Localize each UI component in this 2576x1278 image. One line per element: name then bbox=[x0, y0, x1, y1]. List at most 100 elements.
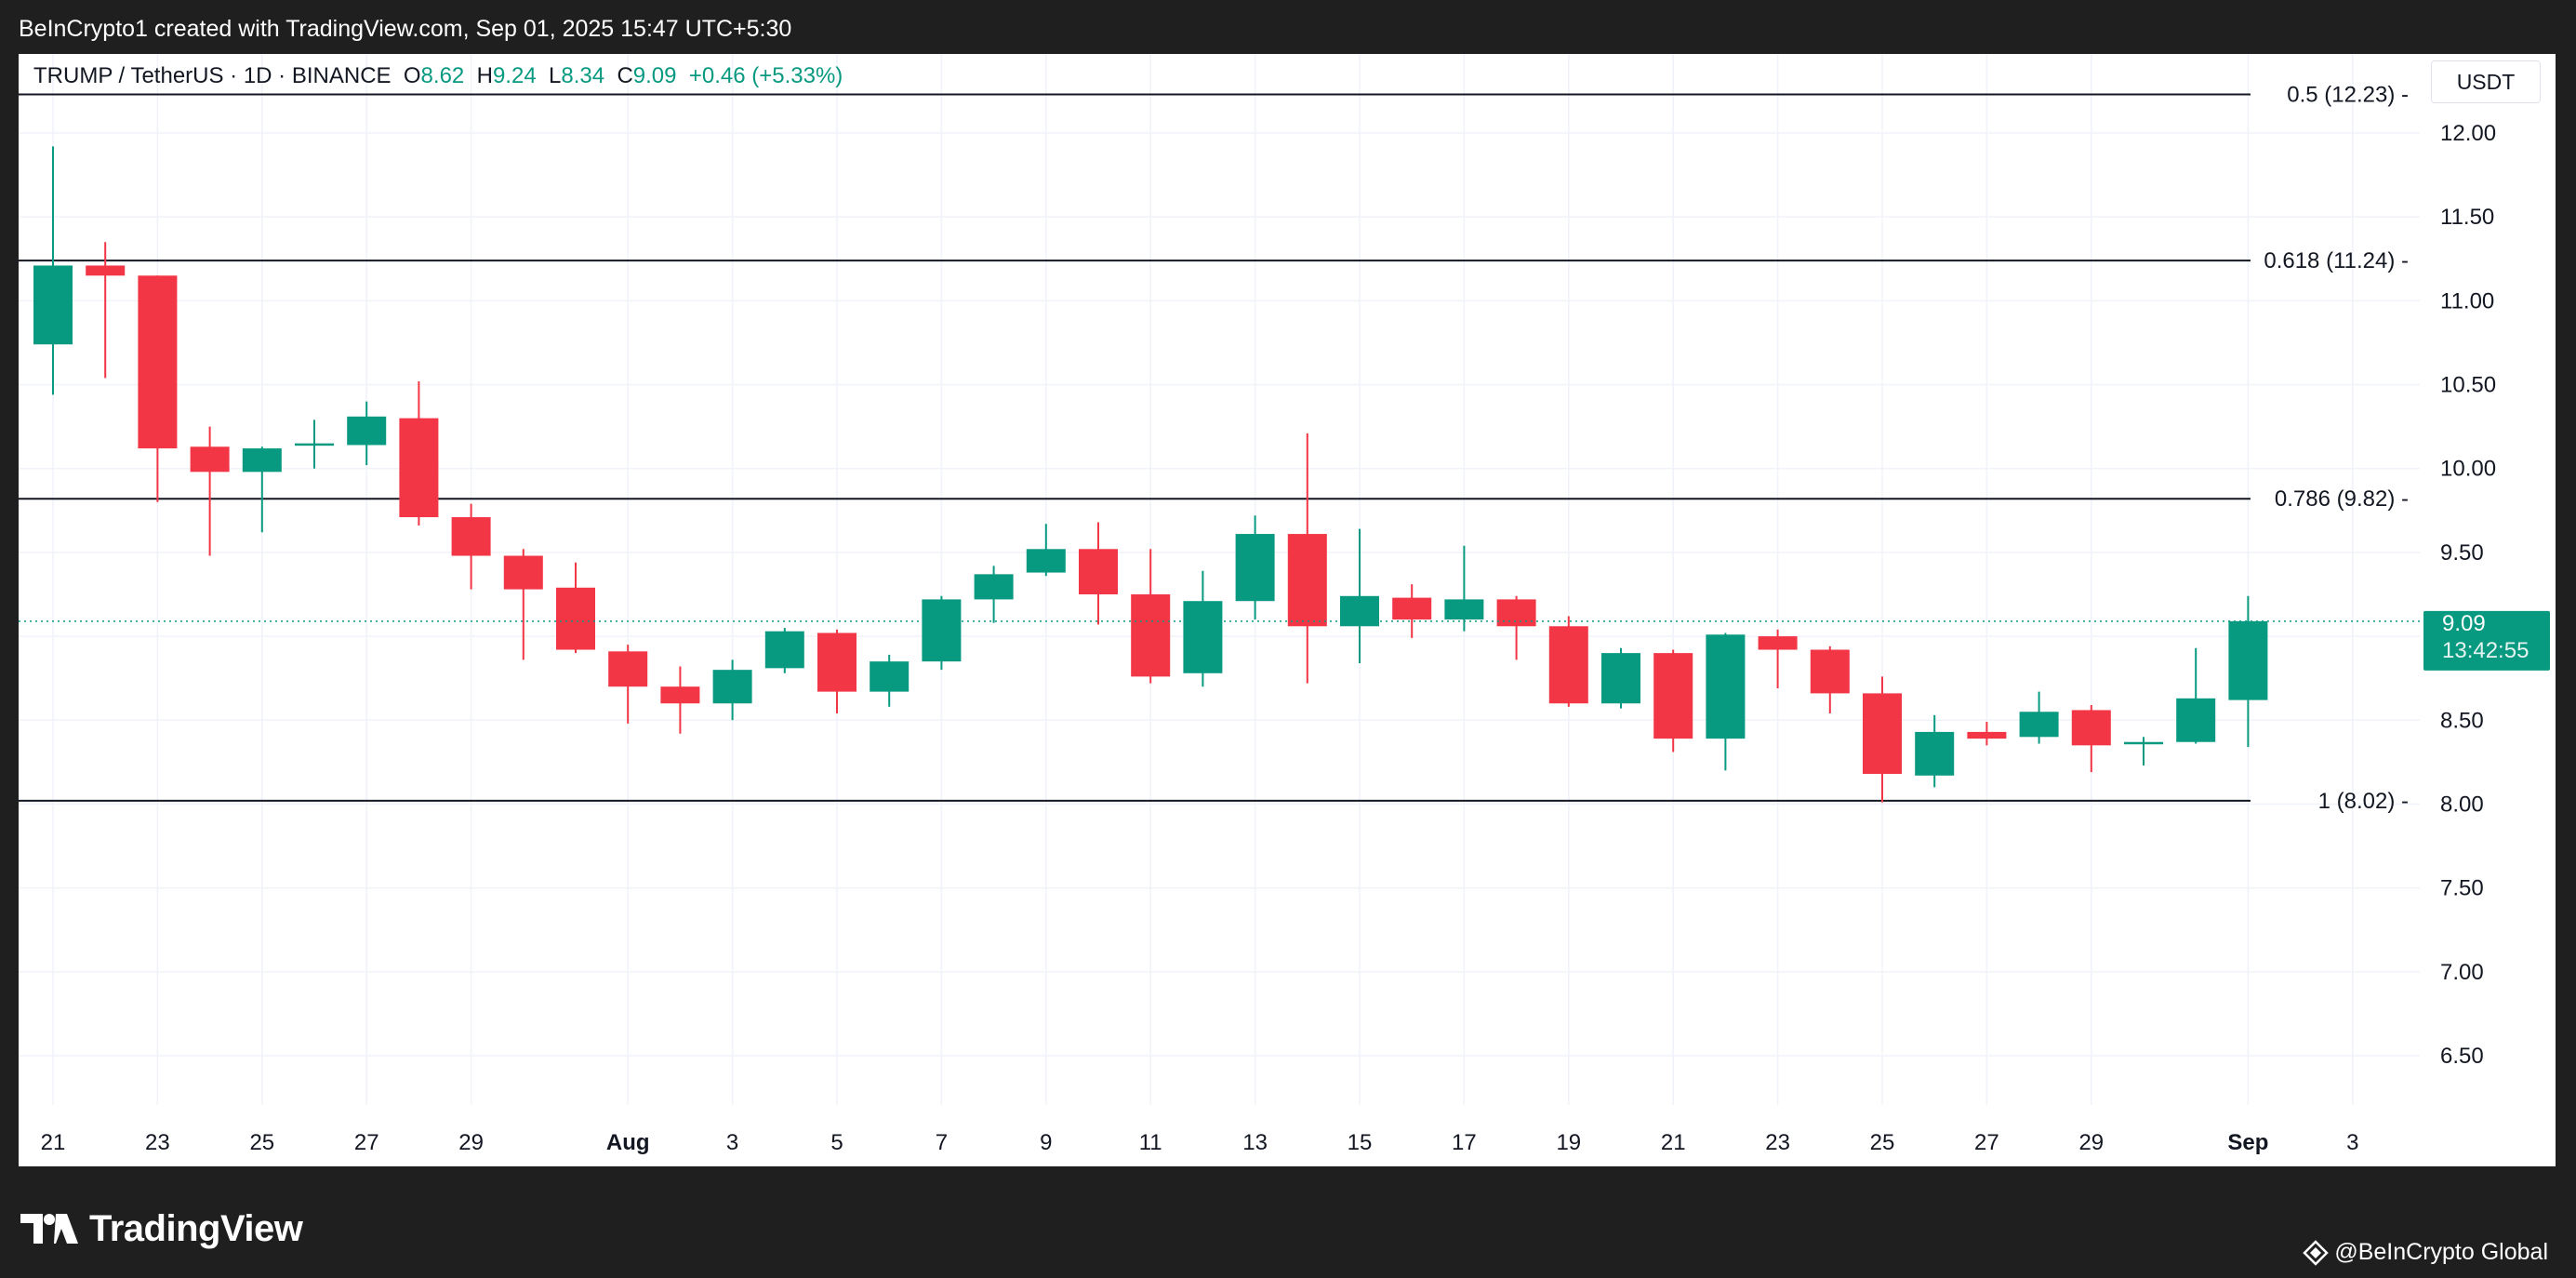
time-tick-label: Aug bbox=[606, 1130, 650, 1155]
candle bbox=[1810, 646, 1850, 714]
candle-body bbox=[1758, 636, 1798, 650]
candle bbox=[399, 380, 439, 526]
time-tick-label: 15 bbox=[1348, 1130, 1373, 1155]
candle bbox=[764, 628, 804, 673]
candle-body bbox=[1496, 599, 1536, 627]
time-tick-label: 27 bbox=[1974, 1130, 1999, 1155]
candle-body bbox=[1863, 693, 1902, 774]
fib-level-label: 0.618 (11.24) - bbox=[2264, 248, 2409, 273]
candle bbox=[1548, 616, 1588, 707]
time-axis[interactable]: 21 23 25 27 29 Aug 3 5 7 9 11 13 15 17 19 21 23 25 27 29 Sep… bbox=[41, 1130, 2359, 1155]
price-tick-label: 11.00 bbox=[2440, 288, 2494, 313]
high-value: 9.24 bbox=[492, 63, 537, 88]
candle bbox=[1758, 629, 1798, 689]
candle-body bbox=[399, 418, 439, 518]
candle bbox=[1340, 528, 1379, 663]
time-tick-label: 3 bbox=[726, 1130, 738, 1155]
price-tick-label: 10.00 bbox=[2440, 457, 2496, 482]
candle-body bbox=[1915, 731, 1955, 776]
candle-body bbox=[2176, 698, 2216, 742]
candle bbox=[1287, 433, 1327, 684]
time-tick-label: 17 bbox=[1452, 1130, 1477, 1155]
chart-panel[interactable]: 0.5 (12.23) - 0.618 (11.24) - 0.786 (9.82)… bbox=[19, 54, 2556, 1166]
candle-body bbox=[1548, 626, 1588, 704]
candle-body bbox=[1967, 731, 2007, 739]
candle-body bbox=[1706, 634, 1746, 739]
candle-body bbox=[974, 574, 1014, 600]
time-tick-label: Sep bbox=[2227, 1130, 2268, 1155]
candle-body bbox=[33, 265, 73, 345]
candlestick-chart[interactable]: 0.5 (12.23) - 0.618 (11.24) - 0.786 (9.82)… bbox=[19, 54, 2556, 1166]
fib-level-label: 0.786 (9.82) - bbox=[2275, 486, 2409, 512]
candle bbox=[1496, 595, 1536, 660]
candle bbox=[2176, 647, 2216, 744]
candle-body bbox=[138, 275, 178, 449]
candle-body bbox=[870, 661, 910, 692]
candle-body bbox=[295, 443, 334, 446]
candle-body bbox=[660, 686, 700, 704]
price-tick-label: 9.50 bbox=[2440, 540, 2484, 566]
candle-body bbox=[608, 651, 648, 687]
candle-body bbox=[1653, 653, 1693, 739]
time-tick-label: 27 bbox=[354, 1130, 379, 1155]
price-tick-label: 10.50 bbox=[2440, 373, 2496, 398]
candle bbox=[1653, 649, 1693, 752]
credit: @BeInCrypto Global bbox=[2303, 1239, 2548, 1266]
candle bbox=[33, 146, 73, 395]
candle bbox=[608, 645, 648, 724]
candle-body bbox=[503, 555, 543, 590]
fib-level-label: 1 (8.02) - bbox=[2318, 789, 2409, 814]
countdown-label: 13:42:55 bbox=[2442, 638, 2529, 663]
candle bbox=[2071, 705, 2111, 773]
candle-body bbox=[2228, 620, 2268, 700]
tradingview-logo[interactable]: TradingView bbox=[20, 1205, 303, 1252]
close-value: 9.09 bbox=[632, 63, 677, 88]
candle bbox=[1183, 570, 1223, 687]
candle bbox=[922, 595, 962, 671]
candle-body bbox=[1444, 599, 1484, 620]
symbol-label[interactable]: TRUMP / TetherUS · 1D · BINANCE bbox=[33, 63, 392, 88]
time-tick-label: 9 bbox=[1040, 1130, 1052, 1155]
time-tick-label: 5 bbox=[830, 1130, 843, 1155]
candle-body bbox=[1079, 549, 1118, 594]
candle-layer bbox=[33, 146, 2268, 803]
candle-body bbox=[1287, 534, 1327, 627]
last-price-layer: 9.09 13:42:55 bbox=[19, 610, 2550, 671]
tradingview-brand-text: TradingView bbox=[89, 1207, 303, 1249]
ohlc-legend: TRUMP / TetherUS · 1D · BINANCE O8.62 H9… bbox=[33, 63, 843, 89]
candle-body bbox=[1026, 549, 1066, 573]
price-axis[interactable]: 6.507.007.508.008.509.009.5010.0010.5011… bbox=[2440, 121, 2496, 1069]
last-price-label: 9.09 bbox=[2442, 611, 2486, 636]
price-tick-label: 8.50 bbox=[2440, 708, 2484, 733]
candle bbox=[242, 446, 282, 533]
high-letter: H bbox=[476, 63, 493, 88]
candle bbox=[451, 503, 491, 590]
candle-body bbox=[556, 587, 595, 650]
candle bbox=[190, 426, 230, 556]
change-value: +0.46 (+5.33%) bbox=[688, 63, 843, 88]
close-letter: C bbox=[617, 63, 633, 88]
candle bbox=[1967, 722, 2007, 746]
candle-body bbox=[2019, 712, 2059, 738]
candle-body bbox=[764, 631, 804, 669]
candle-body bbox=[86, 265, 126, 276]
attribution-text: BeInCrypto1 created with TradingView.com… bbox=[19, 16, 792, 42]
candle-body bbox=[451, 517, 491, 556]
candle bbox=[1079, 522, 1118, 625]
candle bbox=[86, 242, 126, 379]
currency-unit-button[interactable]: USDT bbox=[2431, 60, 2541, 103]
candle-body bbox=[922, 599, 962, 662]
time-tick-label: 3 bbox=[2346, 1130, 2358, 1155]
low-letter: L bbox=[549, 63, 562, 88]
candle bbox=[295, 419, 334, 469]
low-value: 8.34 bbox=[561, 63, 605, 88]
time-tick-label: 7 bbox=[936, 1130, 948, 1155]
candle-body bbox=[242, 448, 282, 473]
candle-body bbox=[1235, 534, 1275, 602]
candle bbox=[817, 629, 856, 714]
fib-level-label: 0.5 (12.23) - bbox=[2287, 83, 2409, 108]
time-tick-label: 21 bbox=[1661, 1130, 1686, 1155]
candle bbox=[1026, 524, 1066, 577]
candle-body bbox=[1601, 653, 1640, 704]
candle-body bbox=[1810, 649, 1850, 694]
